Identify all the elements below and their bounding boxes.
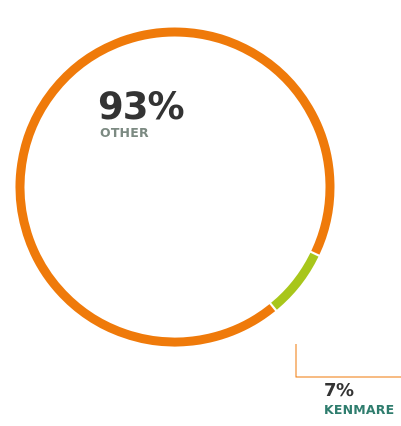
slice-kenmare <box>271 252 319 310</box>
kenmare-leader-line <box>295 344 401 378</box>
slice-kenmare-percent-label: 7% <box>324 380 354 401</box>
slice-other <box>15 27 335 347</box>
slice-other-category-label: OTHER <box>100 125 149 140</box>
slice-other-percent-label: 93% <box>98 85 185 128</box>
slice-kenmare-category-label: KENMARE <box>324 402 395 417</box>
